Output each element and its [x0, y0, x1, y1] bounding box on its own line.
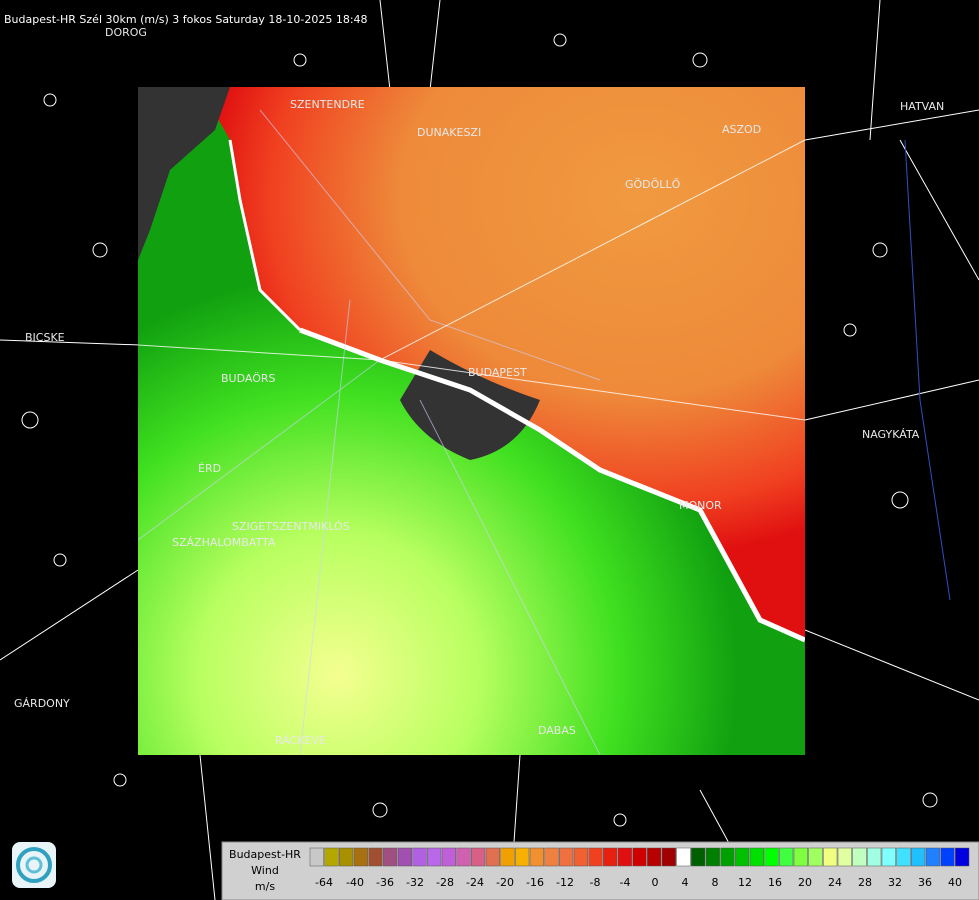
legend-unit: m/s	[255, 880, 275, 893]
legend-tick-label: 28	[858, 876, 872, 889]
town-label: GÖDÖLLŐ	[625, 177, 681, 191]
legend-tick-label: -28	[436, 876, 454, 889]
logo	[12, 842, 56, 888]
legend-station: Budapest-HR	[229, 848, 301, 861]
legend-quantity: Wind	[251, 864, 279, 877]
legend-swatch	[529, 847, 544, 867]
legend-swatch	[427, 847, 442, 867]
legend-swatch	[617, 847, 632, 867]
legend-tick-label: -32	[406, 876, 424, 889]
legend-swatch	[808, 847, 823, 867]
town-label: DOROG	[105, 26, 147, 39]
radar-field	[138, 87, 805, 755]
legend-swatch	[779, 847, 794, 867]
town-label: DABAS	[538, 724, 576, 737]
legend-swatch	[324, 847, 339, 867]
town-label: SZÁZHALOMBATTA	[172, 536, 276, 549]
legend: Budapest-HR Wind m/s -64 -40 -36 -32 -28 -24-…	[221, 841, 979, 900]
legend-tick-label: 8	[712, 876, 719, 889]
legend-swatch	[896, 847, 911, 867]
legend-tick-label: -36	[376, 876, 394, 889]
legend-swatch	[764, 847, 779, 867]
legend-swatch	[500, 847, 515, 867]
town-label: HATVAN	[900, 100, 944, 113]
legend-swatch	[456, 847, 471, 867]
legend-swatch	[353, 847, 368, 867]
legend-tick-label: -8	[590, 876, 601, 889]
legend-tick-label: 32	[888, 876, 902, 889]
legend-swatch	[867, 847, 882, 867]
town-label: DUNAKESZI	[417, 126, 481, 139]
legend-swatch	[852, 847, 867, 867]
legend-swatch	[588, 847, 603, 867]
legend-tick-label: 36	[918, 876, 932, 889]
legend-swatch	[309, 847, 324, 867]
legend-tick-label: -12	[556, 876, 574, 889]
legend-swatch	[632, 847, 647, 867]
legend-tick-label: -40	[346, 876, 364, 889]
legend-swatch	[441, 847, 456, 867]
legend-tick-label: -16	[526, 876, 544, 889]
legend-swatch	[705, 847, 720, 867]
legend-swatch	[720, 847, 735, 867]
town-label: SZENTENDRE	[290, 98, 365, 111]
legend-swatch	[691, 847, 706, 867]
legend-tick-label: 12	[738, 876, 752, 889]
town-label: ASZOD	[722, 123, 761, 136]
legend-tick-label: -20	[496, 876, 514, 889]
legend-swatch	[515, 847, 530, 867]
town-label: ÉRD	[198, 462, 221, 475]
legend-swatch	[397, 847, 412, 867]
legend-tick-label: 24	[828, 876, 842, 889]
town-label: BUDAÖRS	[221, 372, 276, 385]
legend-swatch	[823, 847, 838, 867]
title: Budapest-HR Szél 30km (m/s) 3 fokos Satu…	[4, 13, 368, 26]
legend-swatch	[911, 847, 926, 867]
legend-tick-label: -64	[315, 876, 333, 889]
legend-swatch	[544, 847, 559, 867]
legend-swatches	[309, 847, 970, 867]
town-label: BUDAPEST	[468, 366, 527, 379]
legend-swatch	[955, 847, 970, 867]
legend-swatch	[383, 847, 398, 867]
town-label: BICSKE	[25, 331, 65, 344]
legend-swatch	[471, 847, 486, 867]
legend-swatch	[573, 847, 588, 867]
legend-swatch	[881, 847, 896, 867]
legend-swatch	[559, 847, 574, 867]
town-label: GÁRDONY	[14, 697, 70, 710]
legend-swatch	[603, 847, 618, 867]
legend-swatch	[676, 847, 691, 867]
legend-swatch	[735, 847, 750, 867]
legend-swatch	[647, 847, 662, 867]
legend-tick-label: 0	[652, 876, 659, 889]
legend-swatch	[368, 847, 383, 867]
legend-swatch	[339, 847, 354, 867]
town-label: RÁCKEVE	[275, 734, 326, 747]
legend-ticks: -64 -40 -36 -32 -28 -24 -20 -16 -12 -8 -4 0 4 8 12 16 20…	[315, 876, 962, 889]
legend-swatch	[412, 847, 427, 867]
legend-swatch	[749, 847, 764, 867]
legend-tick-label: -4	[620, 876, 631, 889]
legend-swatch	[485, 847, 500, 867]
town-label: SZIGETSZENTMIKLÓS	[232, 520, 350, 533]
legend-swatch	[925, 847, 940, 867]
legend-tick-label: -24	[466, 876, 484, 889]
legend-tick-label: 20	[798, 876, 812, 889]
legend-swatch	[837, 847, 852, 867]
legend-swatch	[793, 847, 808, 867]
legend-tick-label: 40	[948, 876, 962, 889]
legend-swatch	[940, 847, 955, 867]
legend-swatch	[661, 847, 676, 867]
town-label: NAGYKÁTA	[862, 428, 920, 441]
legend-tick-label: 4	[682, 876, 689, 889]
legend-tick-label: 16	[768, 876, 782, 889]
town-label: MONOR	[679, 499, 722, 512]
